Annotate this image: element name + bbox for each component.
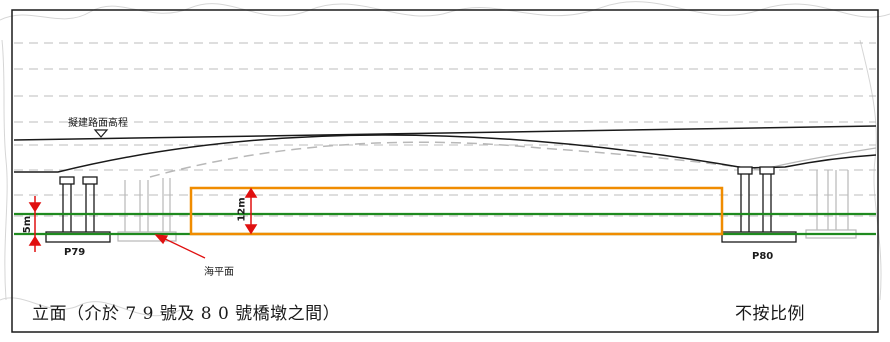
pier-p79 bbox=[45, 176, 111, 243]
dimension-12m bbox=[244, 187, 258, 235]
reference-dash-lines bbox=[14, 42, 876, 217]
road-level-marker-icon bbox=[93, 129, 109, 138]
dimension-5m bbox=[28, 196, 42, 252]
road-level-line bbox=[13, 125, 877, 141]
drawing-frame bbox=[11, 9, 879, 333]
background-sketch bbox=[0, 1, 890, 317]
bridge-deck-underside bbox=[14, 134, 746, 173]
pier-p80 bbox=[721, 166, 797, 243]
elevation-caption: 立面（介於 7 9 號及 8 0 號橋墩之間） bbox=[32, 304, 341, 324]
not-to-scale-note: 不按比例 bbox=[735, 304, 805, 324]
ghost-deck bbox=[149, 141, 761, 178]
road-level-label: 擬建路面高程 bbox=[68, 118, 128, 129]
ghost-piers bbox=[117, 170, 857, 242]
dimension-5m-label: 5m bbox=[22, 215, 34, 234]
sea-level-leader bbox=[154, 234, 206, 259]
pier-p79-label: P79 bbox=[64, 247, 86, 258]
sea-level-label: 海平面 bbox=[204, 267, 234, 278]
pier-p80-label: P80 bbox=[752, 251, 774, 262]
dimension-12m-label: 12m bbox=[236, 197, 248, 222]
clearance-box bbox=[189, 186, 724, 236]
